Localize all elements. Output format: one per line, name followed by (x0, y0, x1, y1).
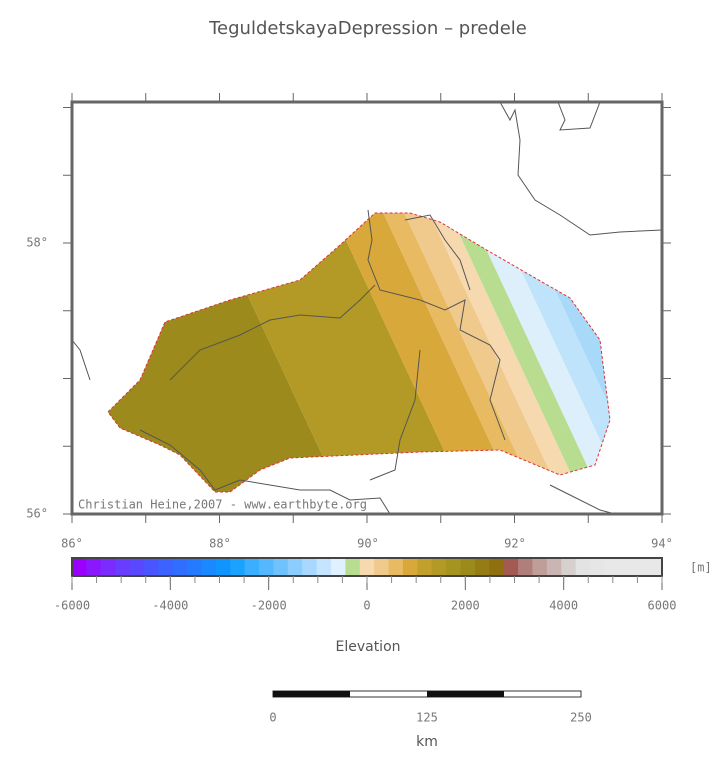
colorbar-swatch (402, 558, 418, 576)
lon-label: 86° (61, 537, 83, 551)
elevation-band (280, 213, 518, 492)
scale-label: 250 (570, 711, 592, 725)
colorbar-tick-label: 6000 (648, 599, 677, 613)
colorbar-swatch (446, 558, 462, 576)
colorbar-swatch (417, 558, 433, 576)
colorbar-swatch (230, 558, 246, 576)
colorbar-swatch (561, 558, 577, 576)
colorbar-tick-label: -2000 (251, 599, 287, 613)
colorbar-swatch (187, 558, 203, 576)
colorbar-swatch (129, 558, 145, 576)
colorbar-swatch (532, 558, 548, 576)
axes: 86° 88° 90° 92° 94° 58° 56° (26, 93, 673, 551)
elevation-band (156, 213, 468, 492)
colorbar-swatch (546, 558, 562, 576)
colorbar-swatch (244, 558, 260, 576)
colorbar-swatch (172, 558, 188, 576)
colorbar-swatch (474, 558, 490, 576)
scale-bar (272, 690, 582, 698)
colorbar-swatch (590, 558, 605, 576)
scale-label: 0 (269, 711, 276, 725)
colorbar-swatch (273, 558, 289, 576)
colorbar-swatch (201, 558, 217, 576)
colorbar-swatch (618, 558, 634, 576)
elevation-band (376, 213, 584, 492)
colorbar-swatch (316, 558, 332, 576)
colorbar-swatch (503, 558, 519, 576)
lat-label: 58° (26, 236, 48, 250)
colorbar-swatch (302, 558, 318, 576)
colorbar-tick-label: 4000 (549, 599, 578, 613)
colorbar-swatch (331, 558, 346, 576)
lon-label: 94° (651, 537, 673, 551)
rivers (71, 101, 663, 515)
colorbar-swatch (489, 558, 505, 576)
colorbar-swatch (143, 558, 159, 576)
elevation-band (351, 213, 564, 492)
credit: Christian Heine,2007 - www.earthbyte.org (78, 498, 367, 512)
scale-label: 125 (416, 711, 438, 725)
colorbar-unit: [m] (690, 561, 712, 575)
colorbar-tick-label: -4000 (152, 599, 188, 613)
elevation-band (416, 213, 610, 492)
colorbar-swatch (388, 558, 404, 576)
colorbar-swatch (359, 558, 375, 576)
colorbar-swatch (345, 558, 361, 576)
colorbar: -6000 -4000 -2000 0 2000 4000 6000 (54, 557, 677, 613)
colorbar-swatch (518, 558, 533, 576)
colorbar-swatch (259, 558, 274, 576)
colorbar-swatch (287, 558, 303, 576)
colorbar-swatch (100, 558, 116, 576)
colorbar-tick-label: -6000 (54, 599, 90, 613)
elevation-band (441, 213, 610, 492)
scale-unit: km (416, 734, 438, 750)
lat-label: 56° (26, 507, 48, 521)
colorbar-swatch (374, 558, 390, 576)
colorbar-swatch (633, 558, 649, 576)
colorbar-swatch (158, 558, 174, 576)
colorbar-tick-label: 2000 (451, 599, 480, 613)
colorbar-swatch (115, 558, 131, 576)
lon-label: 88° (209, 537, 231, 551)
lon-label: 92° (504, 537, 526, 551)
colorbar-swatch (215, 558, 231, 576)
colorbar-swatch (72, 558, 87, 576)
scale-labels: 0 125 250 (269, 711, 591, 725)
colorbar-swatch (86, 558, 102, 576)
elevation-band (396, 213, 604, 492)
colorbar-swatch (431, 558, 447, 576)
colorbar-swatch (647, 558, 663, 576)
elevation-band (108, 213, 344, 492)
colorbar-swatch (460, 558, 476, 576)
colorbar-swatch (604, 558, 620, 576)
lon-label: 90° (357, 537, 379, 551)
colorbar-swatch (575, 558, 591, 576)
colorbar-label: Elevation (335, 639, 400, 655)
elevation-band (330, 213, 539, 492)
title: TeguldetskayaDepression – predele (208, 18, 527, 39)
colorbar-tick-label: 0 (363, 599, 370, 613)
